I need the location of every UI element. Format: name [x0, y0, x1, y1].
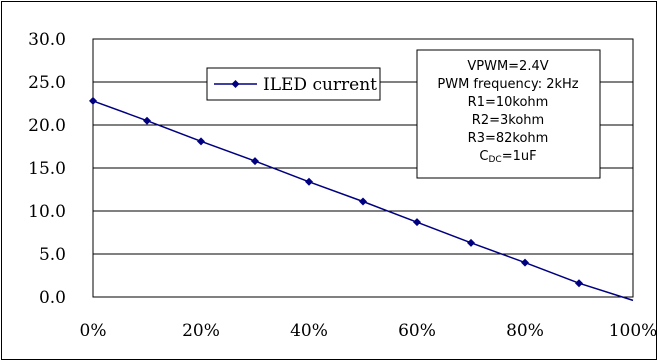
data-point-marker: [359, 197, 367, 206]
data-point-marker: [413, 218, 421, 227]
annotation-cdc: CDC=1uF: [479, 149, 536, 165]
data-point-marker: [575, 279, 583, 288]
data-point-marker: [521, 258, 529, 267]
annotation-cdc-value: =1uF: [502, 149, 537, 164]
x-tick-label: 80%: [506, 321, 544, 341]
data-point-marker: [89, 96, 97, 105]
x-tick-label: 0%: [80, 321, 107, 341]
x-tick-label: 40%: [290, 321, 328, 341]
annotation-frame: [416, 49, 601, 179]
data-point-marker: [305, 177, 313, 186]
legend: ILED current: [206, 67, 381, 101]
y-tick-label: 30.0: [28, 30, 66, 50]
y-tick-label: 0.0: [39, 288, 66, 308]
x-tick-label: 100%: [609, 321, 658, 341]
y-tick-label: 25.0: [28, 73, 66, 93]
annotation-box: VPWM=2.4V PWM frequency: 2kHz R1=10kohm …: [416, 49, 601, 179]
legend-marker: [231, 80, 240, 88]
annotation-pwm-frequency: PWM frequency: 2kHz: [437, 77, 578, 92]
y-tick-label: 10.0: [28, 202, 66, 222]
annotation-cdc-subscript: DC: [488, 155, 501, 165]
annotation-r1: R1=10kohm: [468, 95, 549, 110]
legend-label: ILED current: [263, 75, 377, 95]
y-tick-label: 20.0: [28, 116, 66, 136]
data-point-marker: [251, 157, 259, 166]
x-tick-label: 60%: [398, 321, 436, 341]
data-point-marker: [467, 238, 475, 247]
data-point-marker: [143, 116, 151, 125]
y-tick-label: 5.0: [39, 245, 66, 265]
annotation-vpwm: VPWM=2.4V: [467, 59, 548, 74]
x-tick-label: 20%: [182, 321, 220, 341]
annotation-cdc-c: C: [479, 149, 488, 164]
y-tick-label: 15.0: [28, 159, 66, 179]
data-point-marker: [197, 137, 205, 146]
annotation-r3: R3=82kohm: [468, 131, 549, 146]
annotation-r2: R2=3kohm: [472, 113, 544, 128]
